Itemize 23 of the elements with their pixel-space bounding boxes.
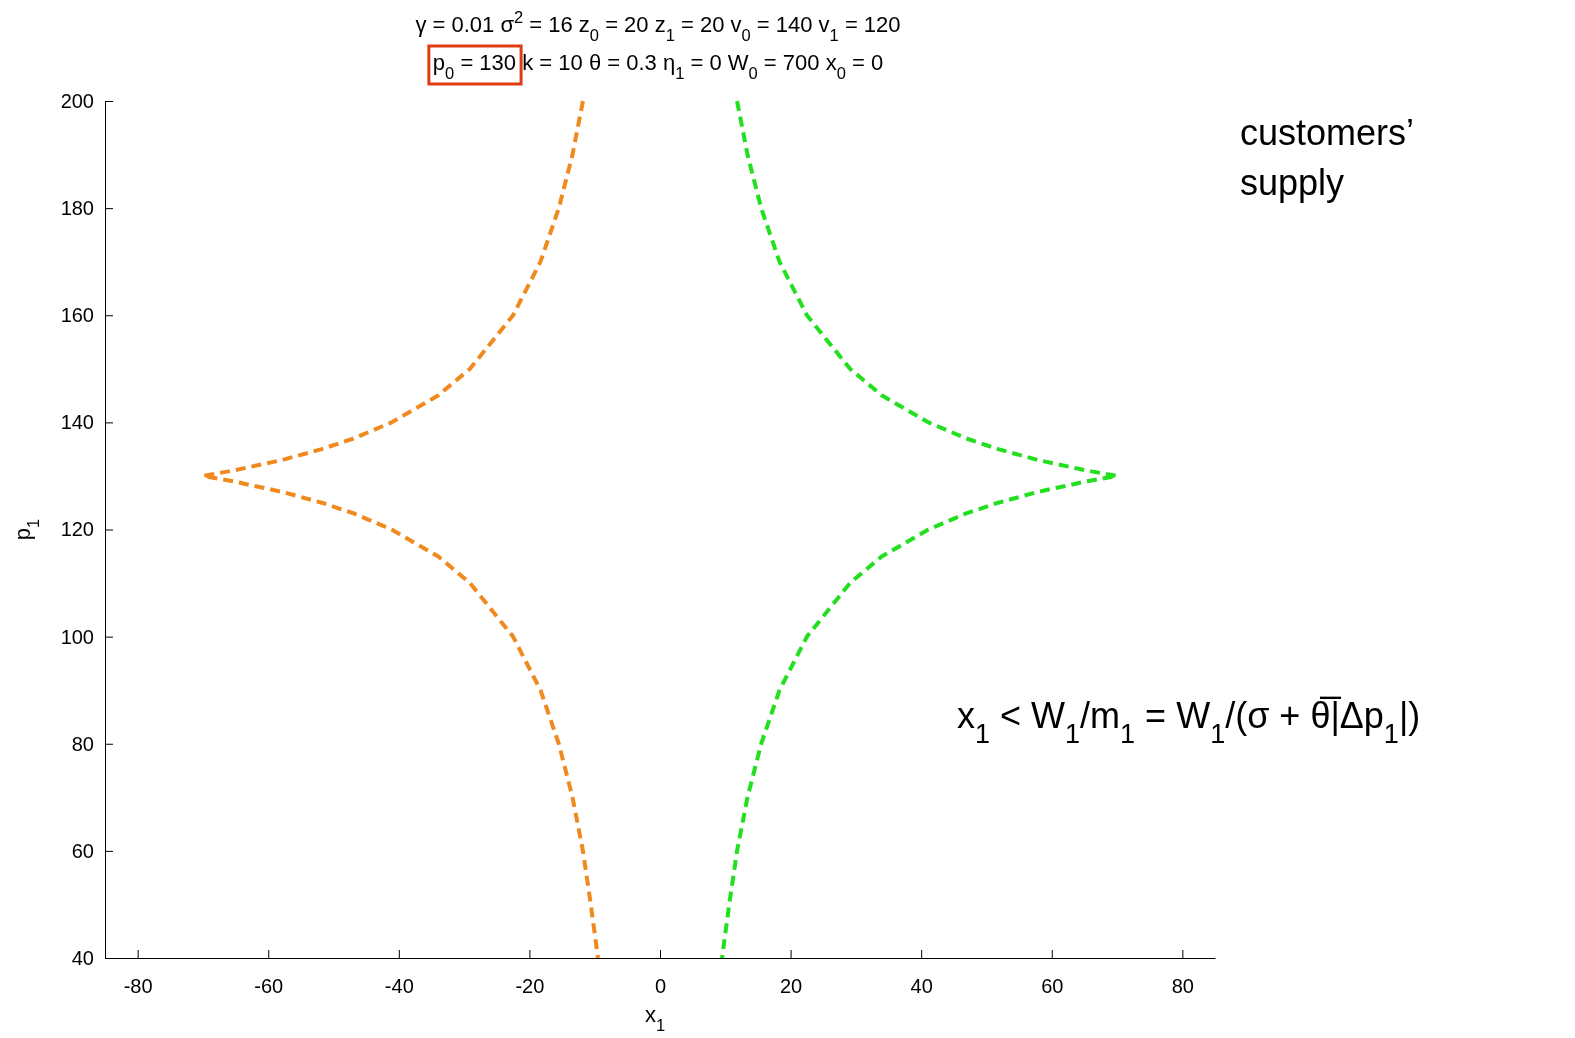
y-tick-label: 140 (60, 411, 94, 434)
y-tick-label: 80 (71, 732, 94, 755)
chart-title: γ = 0.01 σ$^{2}$ = 16 z$_{0}$ = 20 z$_{1}$ = 20 v$_{0}$ = 140 v$_{1}$ = 120 (415, 8, 901, 44)
text: p$_{0}$ = 130 k = 10 θ = 0.3 η$_{1}$ = 0 W$_{0}$ = 700 x$_{0}$ = 0 (432, 50, 884, 82)
x-tick-label: -60 (254, 975, 284, 997)
y-tick-label: 60 (71, 839, 94, 862)
x-tick-label: 80 (1171, 975, 1194, 997)
x-tick-label: -20 (515, 975, 545, 997)
x-tick-label: -80 (123, 975, 153, 997)
text: x$_{1}$ < W$_{1}$/m$_{1}$ = W$_{1}$/(σ + θ̅|Δp$_{1}$|) (957, 695, 1421, 749)
y-tick-label: 40 (71, 946, 94, 969)
x-tick-label: 20 (779, 975, 803, 997)
x-tick-label: 60 (1041, 975, 1064, 997)
y-tick-label: 120 (60, 518, 94, 541)
y-tick-label: 100 (60, 625, 94, 648)
y-tick-label: 200 (60, 89, 94, 112)
y-tick-label: 180 (60, 197, 94, 220)
x-tick-label: 0 (654, 975, 667, 997)
x-tick-label: 40 (910, 975, 933, 997)
x-tick-label: -40 (384, 975, 414, 997)
x-axis-title: x$_{1}$ (644, 1002, 666, 1034)
y-tick-label: 160 (60, 304, 94, 327)
text: customers’ supply (1240, 112, 1415, 204)
